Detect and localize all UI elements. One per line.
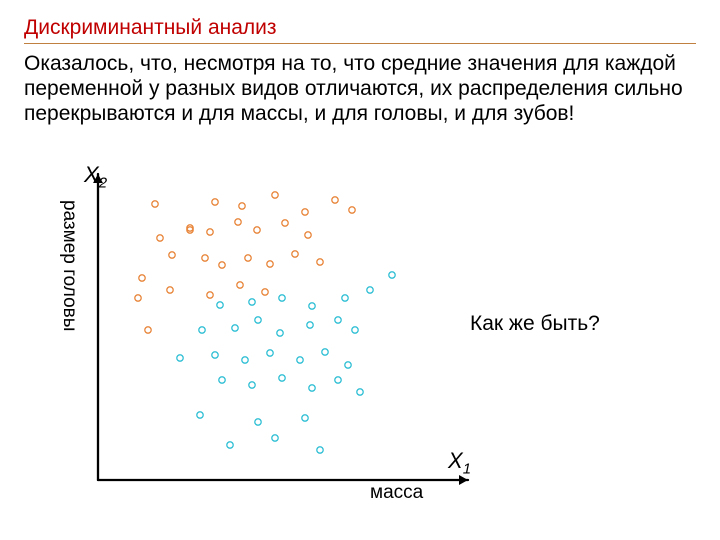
scatter-point-cyan (322, 349, 328, 355)
scatter-point-orange (167, 287, 173, 293)
scatter-point-orange (145, 327, 151, 333)
page-title: Дискриминантный анализ (24, 16, 696, 44)
scatter-point-cyan (335, 377, 341, 383)
scatter-point-orange (349, 207, 355, 213)
aux-question: Как же быть? (470, 312, 600, 336)
scatter-point-orange (272, 192, 278, 198)
scatter-point-cyan (267, 350, 273, 356)
scatter-point-orange (219, 262, 225, 268)
scatter-point-orange (282, 220, 288, 226)
scatter-point-cyan (317, 447, 323, 453)
scatter-point-cyan (367, 287, 373, 293)
scatter-point-orange (207, 292, 213, 298)
x-axis-variable-label: X1 (448, 448, 471, 477)
scatter-point-orange (239, 203, 245, 209)
scatter-point-orange (245, 255, 251, 261)
scatter-point-cyan (227, 442, 233, 448)
scatter-point-cyan (309, 385, 315, 391)
scatter-point-cyan (199, 327, 205, 333)
scatter-point-orange (207, 229, 213, 235)
scatter-point-orange (212, 199, 218, 205)
scatter-point-cyan (255, 317, 261, 323)
scatter-point-cyan (197, 412, 203, 418)
scatter-point-orange (139, 275, 145, 281)
scatter-point-cyan (279, 375, 285, 381)
chart-svg (60, 170, 480, 500)
body-paragraph: Оказалось, что, несмотря на то, что сред… (24, 52, 696, 126)
scatter-point-orange (169, 252, 175, 258)
x-axis-title: масса (370, 482, 423, 504)
y-axis-title: размер головы (58, 200, 80, 331)
scatter-point-orange (235, 219, 241, 225)
scatter-point-cyan (335, 317, 341, 323)
scatter-point-orange (292, 251, 298, 257)
scatter-point-orange (262, 289, 268, 295)
scatter-point-cyan (232, 325, 238, 331)
scatter-point-cyan (212, 352, 218, 358)
scatter-point-cyan (272, 435, 278, 441)
scatter-point-cyan (307, 322, 313, 328)
scatter-point-cyan (277, 330, 283, 336)
scatter-point-cyan (342, 295, 348, 301)
scatter-point-orange (305, 232, 311, 238)
scatter-point-cyan (357, 389, 363, 395)
scatter-point-cyan (279, 295, 285, 301)
scatter-point-orange (237, 282, 243, 288)
scatter-point-cyan (219, 377, 225, 383)
scatter-point-orange (317, 259, 323, 265)
slide: Дискриминантный анализ Оказалось, что, н… (0, 0, 720, 540)
scatter-point-cyan (352, 327, 358, 333)
y-axis-variable-label: X2 (84, 162, 107, 191)
scatter-point-orange (135, 295, 141, 301)
scatter-point-cyan (249, 299, 255, 305)
scatter-point-cyan (242, 357, 248, 363)
scatter-point-orange (332, 197, 338, 203)
scatter-point-cyan (302, 415, 308, 421)
scatter-point-orange (202, 255, 208, 261)
scatter-point-orange (152, 201, 158, 207)
scatter-chart: X2 размер головы X1 масса (60, 170, 480, 500)
scatter-point-orange (302, 209, 308, 215)
scatter-point-cyan (249, 382, 255, 388)
scatter-point-cyan (345, 362, 351, 368)
scatter-point-cyan (309, 303, 315, 309)
scatter-point-orange (267, 261, 273, 267)
scatter-point-orange (254, 227, 260, 233)
scatter-point-cyan (389, 272, 395, 278)
scatter-point-orange (157, 235, 163, 241)
scatter-point-cyan (217, 302, 223, 308)
scatter-point-cyan (255, 419, 261, 425)
scatter-point-cyan (297, 357, 303, 363)
scatter-point-cyan (177, 355, 183, 361)
